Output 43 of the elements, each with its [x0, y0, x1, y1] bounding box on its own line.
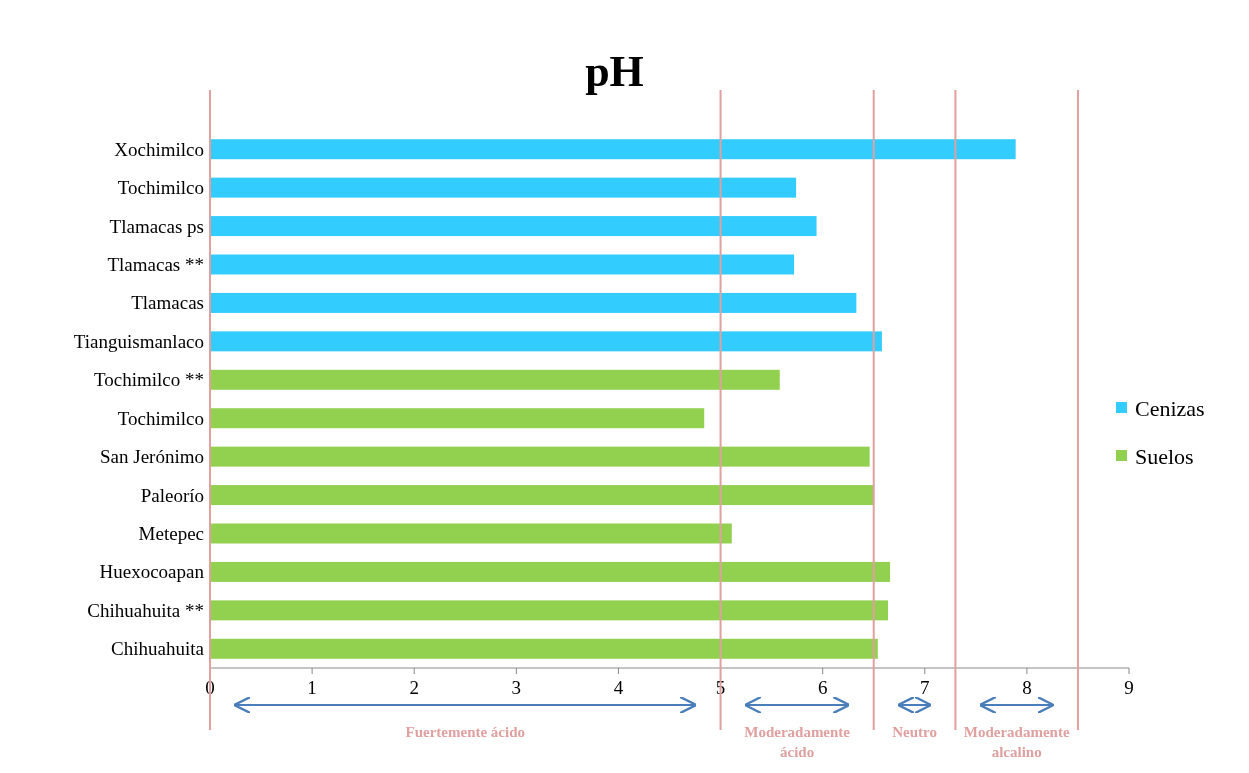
bar [210, 369, 780, 390]
y-tick-label: Tlamacas [131, 292, 204, 314]
bar [210, 331, 882, 352]
x-tick-label: 2 [409, 677, 419, 698]
x-tick-label: 1 [307, 677, 317, 698]
bar [210, 216, 817, 237]
bar [210, 600, 889, 621]
bar [210, 254, 795, 275]
x-tick-label: 3 [511, 677, 522, 698]
y-tick-label: Tlamacas ** [107, 254, 204, 275]
text: Moderadamente alcalino [963, 724, 1070, 760]
bar [210, 523, 732, 544]
y-tick-label: Tochimilco [117, 407, 204, 429]
bar [210, 638, 878, 659]
bar [210, 446, 870, 467]
y-tick-label: Tianguismanlaco [73, 330, 204, 352]
text: Fuertemente ácido [405, 724, 526, 740]
bar [210, 485, 874, 506]
y-tick-label: San Jerónimo [100, 446, 204, 468]
bar [210, 561, 891, 582]
y-tick-label: Xochimilco [114, 138, 204, 160]
y-tick-label: Metepec [138, 523, 204, 544]
bar [210, 139, 1016, 160]
x-tick-label: 9 [1124, 677, 1134, 698]
legend-label: Cenizas [1135, 395, 1205, 421]
y-tick-label: Tochimilco ** [93, 369, 204, 391]
chart-title: pH [585, 47, 644, 96]
y-tick-label: Huexocoapan [99, 561, 205, 583]
y-tick-label: Chihuahuita ** [87, 599, 204, 621]
bar [210, 177, 797, 198]
y-tick-label: Tochimilco [117, 177, 204, 199]
text: Moderadamente ácido [744, 724, 851, 760]
x-tick-label: 8 [1022, 677, 1032, 698]
text: Neutro [892, 724, 937, 740]
y-tick-label: Tlamacas ps [109, 215, 204, 237]
bar [210, 292, 857, 313]
x-tick-label: 4 [613, 677, 624, 698]
legend-label: Suelos [1135, 443, 1194, 469]
y-tick-label: Paleorío [140, 484, 204, 506]
y-tick-label: Chihuahuita [111, 638, 205, 660]
x-tick-label: 6 [817, 677, 828, 698]
x-tick-label: 7 [920, 677, 930, 698]
bar [210, 408, 705, 429]
